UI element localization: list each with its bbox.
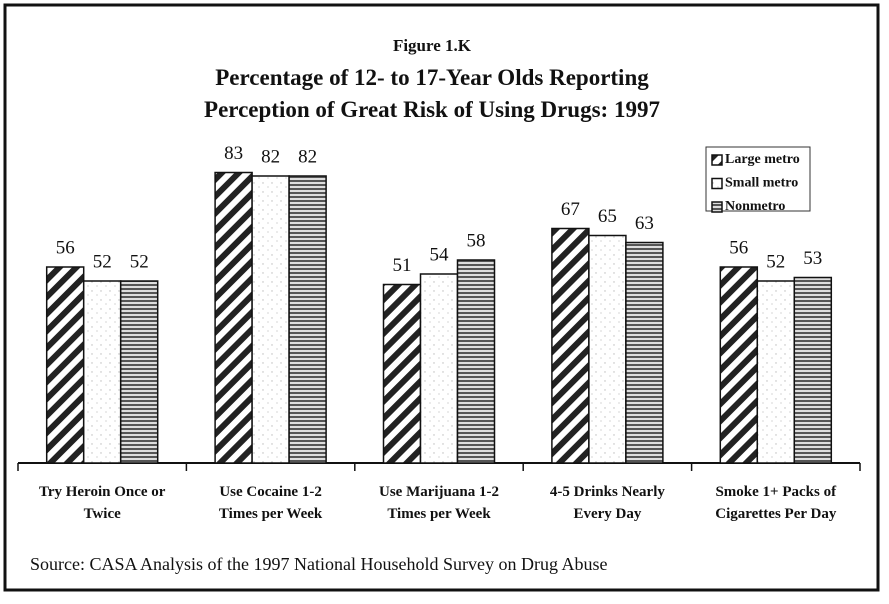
data-label: 65 bbox=[598, 206, 617, 227]
bar bbox=[756, 280, 796, 464]
bar bbox=[214, 171, 253, 464]
bar bbox=[588, 234, 627, 464]
legend-swatch bbox=[711, 154, 723, 166]
source: Source: CASA Analysis of the 1997 Nation… bbox=[30, 554, 607, 574]
data-label: 56 bbox=[56, 237, 75, 258]
bar bbox=[625, 241, 664, 464]
x-tick-label: Smoke 1+ Packs of Cigarettes Per Day bbox=[715, 484, 837, 522]
data-label: 52 bbox=[766, 251, 785, 272]
x-tick-label: 4-5 Drinks Nearly Every Day bbox=[550, 484, 665, 522]
bar bbox=[793, 276, 833, 464]
data-label: 53 bbox=[803, 248, 822, 269]
x-tick-label: Use Cocaine 1-2 Times per Week bbox=[219, 484, 323, 522]
bar bbox=[45, 266, 85, 464]
x-tick-label: Use Marijuana 1-2 Times per Week bbox=[379, 484, 499, 522]
legend-label: Nonmetro bbox=[725, 199, 785, 214]
data-label: 67 bbox=[561, 199, 580, 220]
data-label: 58 bbox=[467, 230, 486, 251]
figure-label: Figure 1.K bbox=[393, 36, 472, 55]
data-label: 82 bbox=[298, 146, 317, 167]
frame bbox=[3, 3, 880, 592]
bar bbox=[382, 283, 422, 464]
data-label: 52 bbox=[93, 251, 112, 272]
data-label: 56 bbox=[729, 237, 748, 258]
bar bbox=[82, 280, 122, 464]
data-label: 54 bbox=[430, 244, 450, 265]
legend-swatch bbox=[711, 201, 723, 213]
bar bbox=[456, 259, 496, 464]
data-label: 82 bbox=[261, 146, 280, 167]
bar bbox=[119, 280, 159, 464]
data-label: 51 bbox=[393, 255, 412, 276]
bar bbox=[719, 266, 759, 464]
bar bbox=[251, 175, 290, 464]
legend-label: Large metro bbox=[725, 152, 800, 167]
bar bbox=[288, 175, 327, 464]
legend-swatch bbox=[711, 177, 723, 190]
bar bbox=[419, 273, 459, 464]
chart-title: Percentage of 12- to 17-Year Olds Report… bbox=[204, 65, 660, 122]
x-tick-label: Try Heroin Once or Twice bbox=[39, 484, 166, 522]
legend bbox=[705, 146, 811, 212]
legend-label: Small metro bbox=[725, 176, 798, 191]
bar bbox=[551, 227, 590, 464]
data-label: 83 bbox=[224, 143, 243, 164]
data-label: 63 bbox=[635, 213, 654, 234]
data-label: 52 bbox=[130, 251, 149, 272]
